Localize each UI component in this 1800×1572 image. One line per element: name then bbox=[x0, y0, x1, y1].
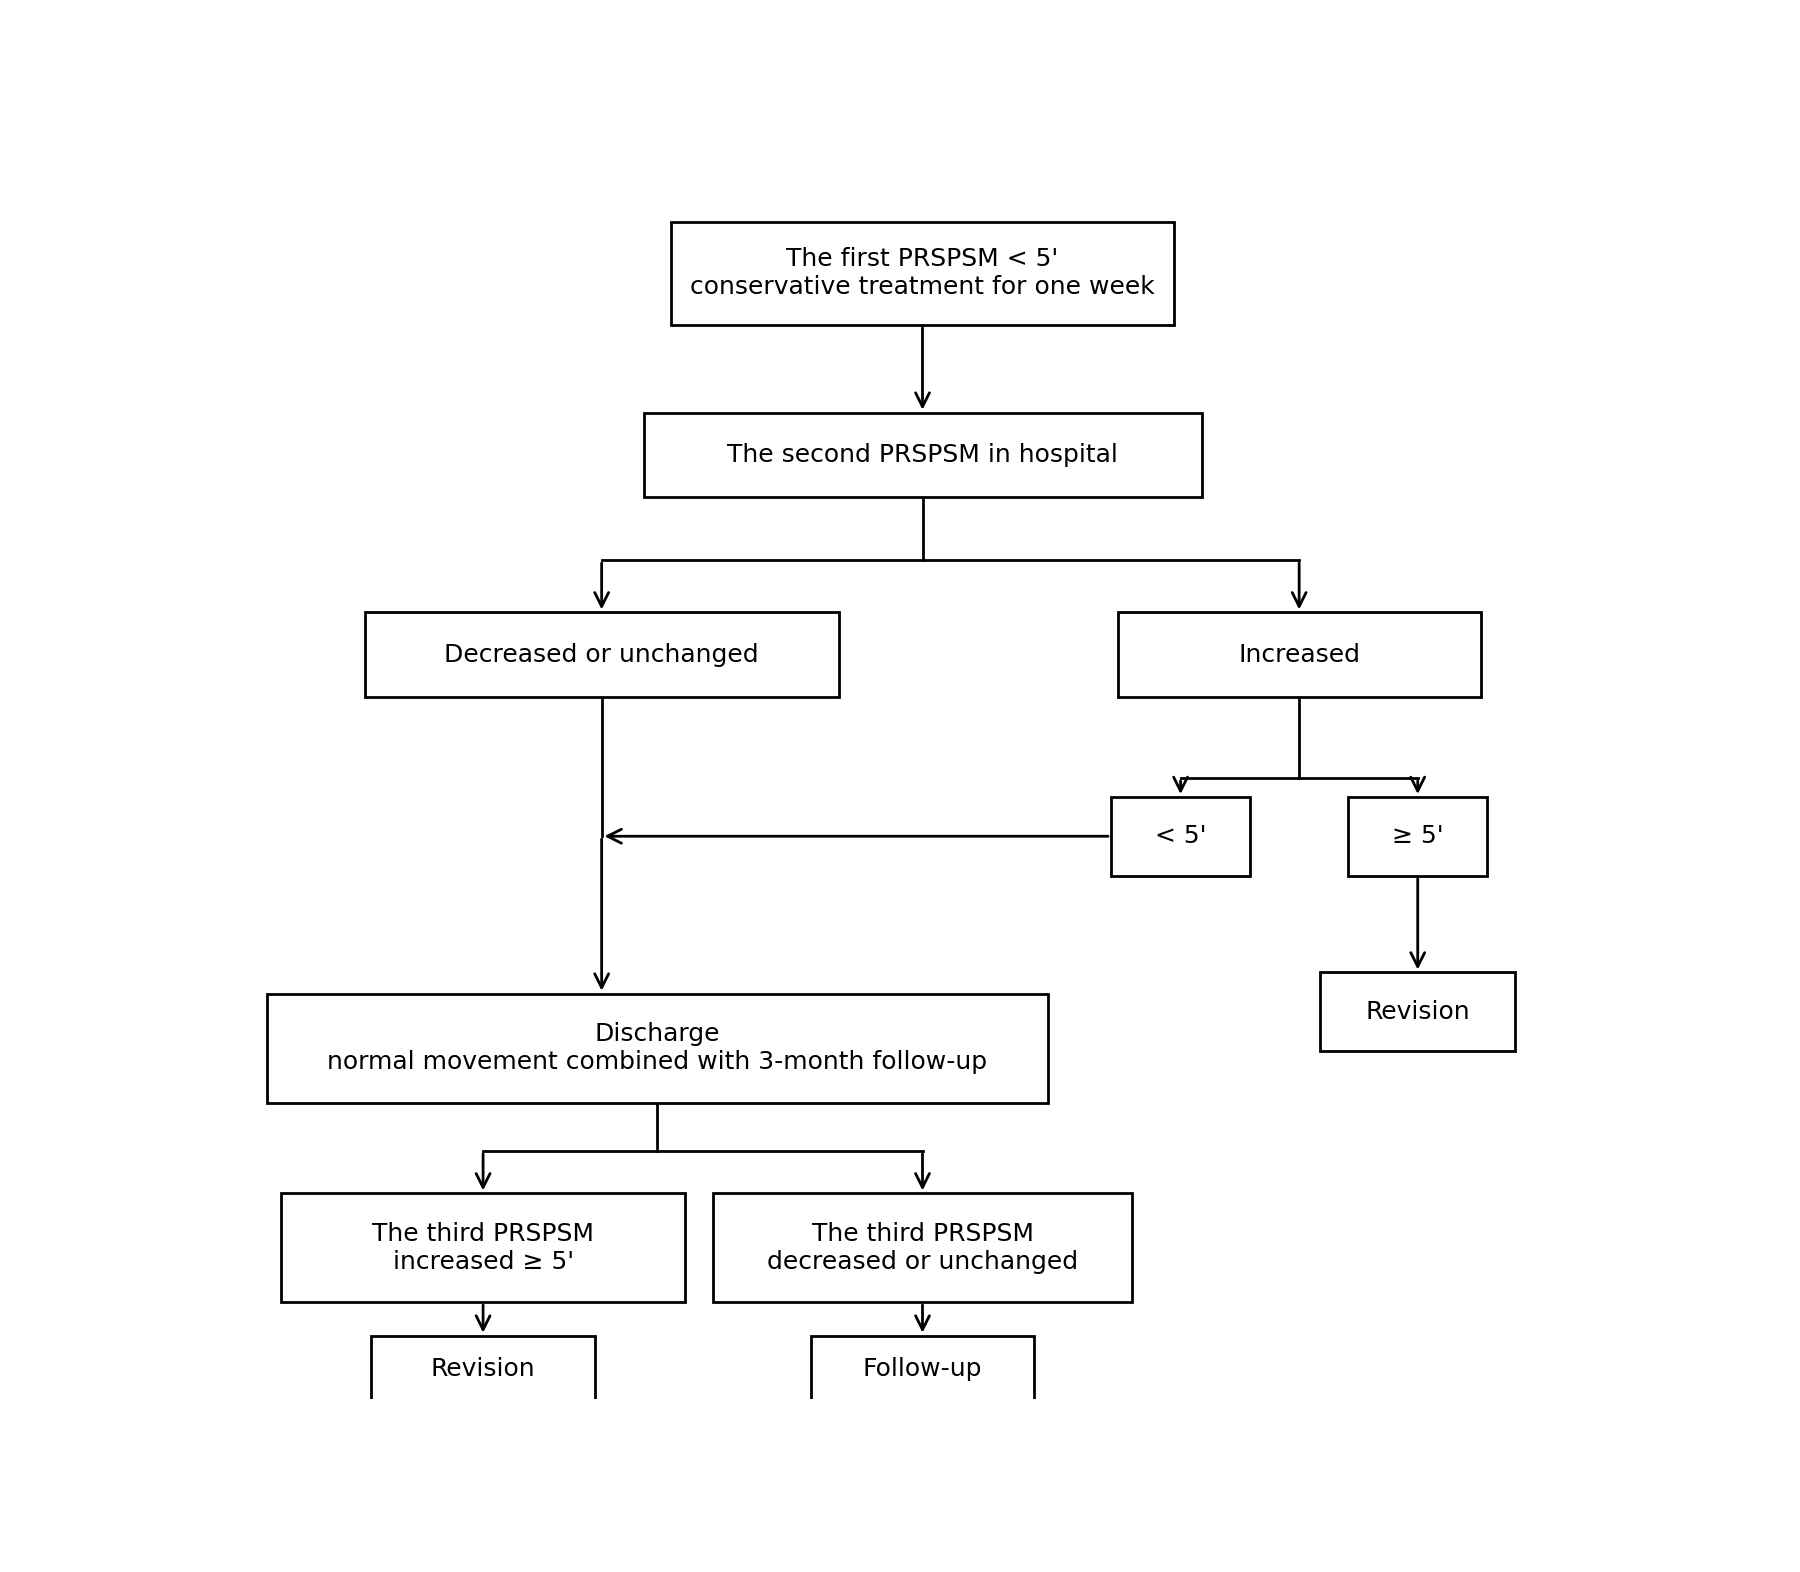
Text: The second PRSPSM in hospital: The second PRSPSM in hospital bbox=[727, 443, 1118, 467]
FancyBboxPatch shape bbox=[671, 222, 1174, 325]
FancyBboxPatch shape bbox=[371, 1336, 594, 1402]
Text: The first PRSPSM < 5'
conservative treatment for one week: The first PRSPSM < 5' conservative treat… bbox=[689, 247, 1156, 299]
FancyBboxPatch shape bbox=[810, 1336, 1033, 1402]
FancyBboxPatch shape bbox=[1319, 973, 1516, 1052]
FancyBboxPatch shape bbox=[1118, 613, 1480, 696]
Text: Revision: Revision bbox=[1366, 1000, 1471, 1023]
Text: The third PRSPSM
increased ≥ 5': The third PRSPSM increased ≥ 5' bbox=[373, 1221, 594, 1273]
Text: Follow-up: Follow-up bbox=[862, 1357, 983, 1380]
FancyBboxPatch shape bbox=[713, 1193, 1132, 1302]
Text: ≥ 5': ≥ 5' bbox=[1391, 824, 1444, 849]
Text: Discharge
normal movement combined with 3-month follow-up: Discharge normal movement combined with … bbox=[328, 1022, 988, 1074]
FancyBboxPatch shape bbox=[644, 412, 1202, 497]
FancyBboxPatch shape bbox=[281, 1193, 686, 1302]
Text: < 5': < 5' bbox=[1156, 824, 1206, 849]
FancyBboxPatch shape bbox=[1348, 797, 1487, 876]
Text: Decreased or unchanged: Decreased or unchanged bbox=[445, 643, 760, 667]
FancyBboxPatch shape bbox=[266, 994, 1048, 1102]
FancyBboxPatch shape bbox=[1111, 797, 1251, 876]
Text: Increased: Increased bbox=[1238, 643, 1361, 667]
Text: The third PRSPSM
decreased or unchanged: The third PRSPSM decreased or unchanged bbox=[767, 1221, 1078, 1273]
FancyBboxPatch shape bbox=[364, 613, 839, 696]
Text: Revision: Revision bbox=[430, 1357, 535, 1380]
